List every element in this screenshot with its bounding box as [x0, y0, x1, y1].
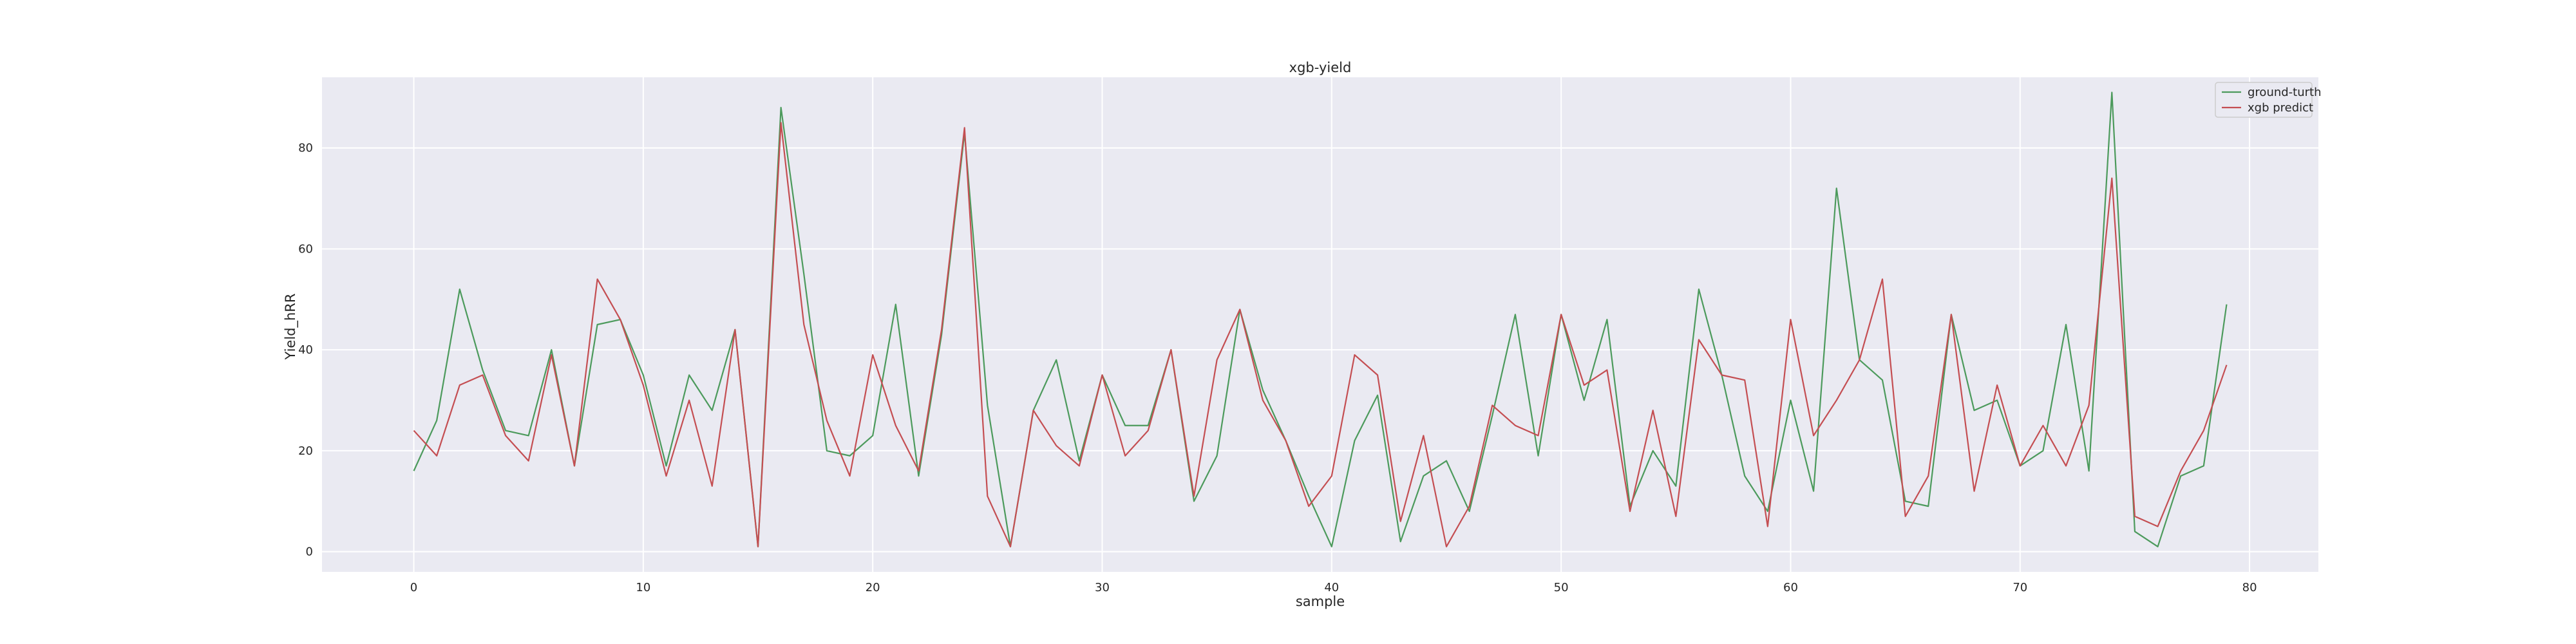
legend: ground-turth xgb predict [2215, 82, 2322, 118]
series-line-xgb-predict [413, 122, 2228, 547]
x-tick-label: 10 [636, 581, 650, 594]
x-tick-label: 40 [1324, 581, 1339, 594]
plot-area [322, 77, 2318, 572]
y-tick-label: 0 [306, 545, 313, 559]
x-tick-label: 50 [1554, 581, 1569, 594]
series-line-ground-turth [413, 91, 2228, 547]
legend-label: ground-turth [2248, 86, 2322, 99]
chart-title: xgb-yield [1289, 60, 1352, 75]
x-tick-label: 70 [2012, 581, 2027, 594]
grid-lines [322, 77, 2318, 572]
y-tick-label: 20 [298, 444, 313, 458]
legend-box [2215, 82, 2313, 118]
y-tick-labels: 0 20 40 60 80 [298, 142, 313, 559]
y-tick-label: 40 [298, 343, 313, 357]
y-tick-label: 60 [298, 242, 313, 256]
series-layer [413, 91, 2228, 547]
y-axis-label: Yield_hRR [283, 294, 299, 361]
x-tick-label: 20 [866, 581, 880, 594]
x-tick-labels: 0 10 20 30 40 50 60 70 80 [410, 581, 2257, 594]
x-tick-label: 0 [410, 581, 417, 594]
x-axis-label: sample [1296, 594, 1345, 609]
y-tick-label: 80 [298, 142, 313, 155]
x-tick-label: 30 [1095, 581, 1110, 594]
x-tick-label: 80 [2242, 581, 2257, 594]
legend-label: xgb predict [2248, 101, 2313, 115]
x-tick-label: 60 [1783, 581, 1798, 594]
